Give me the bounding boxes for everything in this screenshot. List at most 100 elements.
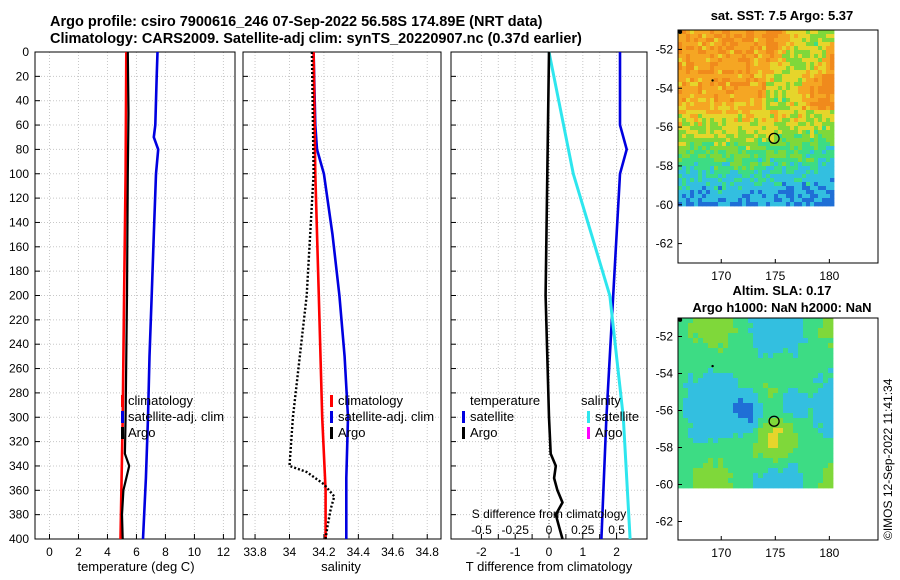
map-cell bbox=[768, 363, 774, 369]
map-cell bbox=[748, 358, 754, 364]
map-cell bbox=[774, 98, 779, 103]
map-cell bbox=[814, 54, 819, 59]
map-cell bbox=[783, 433, 789, 439]
map-cell bbox=[798, 438, 804, 444]
map-cell bbox=[813, 373, 819, 379]
map-cell bbox=[788, 403, 794, 409]
map-cell bbox=[698, 343, 704, 349]
map-cell bbox=[738, 158, 743, 163]
map-cell bbox=[708, 363, 714, 369]
map-cell bbox=[802, 174, 807, 179]
map-cell bbox=[818, 333, 824, 339]
map-cell bbox=[754, 154, 759, 159]
map-cell bbox=[786, 166, 791, 171]
map-cell bbox=[694, 198, 699, 203]
map-cell bbox=[783, 438, 789, 444]
map-cell bbox=[742, 58, 747, 63]
map-cell bbox=[814, 198, 819, 203]
map-cell bbox=[806, 158, 811, 163]
map-cell bbox=[678, 174, 683, 179]
map-cell bbox=[822, 42, 827, 47]
map-cell bbox=[754, 114, 759, 119]
map-cell bbox=[734, 46, 739, 51]
map-cell bbox=[703, 408, 709, 414]
map-cell bbox=[694, 190, 699, 195]
map-cell bbox=[758, 130, 763, 135]
map-cell bbox=[726, 106, 731, 111]
map-cell bbox=[763, 333, 769, 339]
map-cell bbox=[778, 333, 784, 339]
map-cell bbox=[718, 393, 724, 399]
map-cell bbox=[806, 126, 811, 131]
map-cell bbox=[783, 403, 789, 409]
map-cell bbox=[782, 182, 787, 187]
map-cell bbox=[723, 338, 729, 344]
map-cell bbox=[830, 94, 835, 99]
map-cell bbox=[802, 98, 807, 103]
map-cell bbox=[814, 78, 819, 83]
map-cell bbox=[810, 114, 815, 119]
map-cell bbox=[758, 74, 763, 79]
map-cell bbox=[794, 110, 799, 115]
figure-title-line2: Climatology: CARS2009. Satellite-adj cli… bbox=[50, 31, 582, 47]
map-cell bbox=[754, 106, 759, 111]
map-cell bbox=[738, 468, 744, 474]
map-cell bbox=[762, 102, 767, 107]
map-cell bbox=[710, 118, 715, 123]
map-cell bbox=[698, 433, 704, 439]
map-cell bbox=[714, 46, 719, 51]
map-cell bbox=[728, 378, 734, 384]
map-cell bbox=[693, 378, 699, 384]
map-cell bbox=[702, 86, 707, 91]
map-cell bbox=[733, 343, 739, 349]
map-cell bbox=[694, 110, 699, 115]
map-cell bbox=[763, 363, 769, 369]
coast-dot bbox=[711, 79, 714, 82]
map-cell bbox=[722, 46, 727, 51]
map-cell bbox=[766, 182, 771, 187]
map-cell bbox=[790, 82, 795, 87]
map-cell bbox=[813, 388, 819, 394]
map-cell bbox=[798, 348, 804, 354]
map-cell bbox=[730, 94, 735, 99]
map-cell bbox=[708, 403, 714, 409]
map-cell bbox=[713, 393, 719, 399]
map-cell bbox=[808, 363, 814, 369]
map-cell bbox=[723, 423, 729, 429]
map-cell bbox=[738, 448, 744, 454]
map-cell bbox=[683, 408, 689, 414]
map-cell bbox=[830, 126, 835, 131]
map-cell bbox=[810, 74, 815, 79]
map-cell bbox=[718, 34, 723, 39]
map-cell bbox=[702, 94, 707, 99]
map-cell bbox=[748, 373, 754, 379]
map-cell bbox=[754, 170, 759, 175]
map-cell bbox=[794, 158, 799, 163]
map-cell bbox=[818, 86, 823, 91]
map-cell bbox=[698, 178, 703, 183]
map-cell bbox=[690, 130, 695, 135]
map-cell bbox=[734, 98, 739, 103]
map-cell bbox=[814, 46, 819, 51]
map-cell bbox=[762, 198, 767, 203]
map-cell bbox=[818, 62, 823, 67]
map-cell bbox=[753, 438, 759, 444]
map-cell bbox=[693, 398, 699, 404]
map-cell bbox=[726, 34, 731, 39]
map-cell bbox=[778, 50, 783, 55]
map-cell bbox=[798, 428, 804, 434]
map-cell bbox=[818, 353, 824, 359]
map-cell bbox=[790, 70, 795, 75]
map-cell bbox=[778, 170, 783, 175]
map-cell bbox=[763, 438, 769, 444]
map-cell bbox=[773, 388, 779, 394]
tick-label-x: 33.8 bbox=[243, 545, 267, 559]
map-cell bbox=[723, 438, 729, 444]
map-cell bbox=[694, 50, 699, 55]
map-cell bbox=[688, 388, 694, 394]
map-cell bbox=[768, 353, 774, 359]
map-cell bbox=[768, 443, 774, 449]
map-cell bbox=[790, 66, 795, 71]
map-cell bbox=[722, 194, 727, 199]
map-cell bbox=[766, 150, 771, 155]
